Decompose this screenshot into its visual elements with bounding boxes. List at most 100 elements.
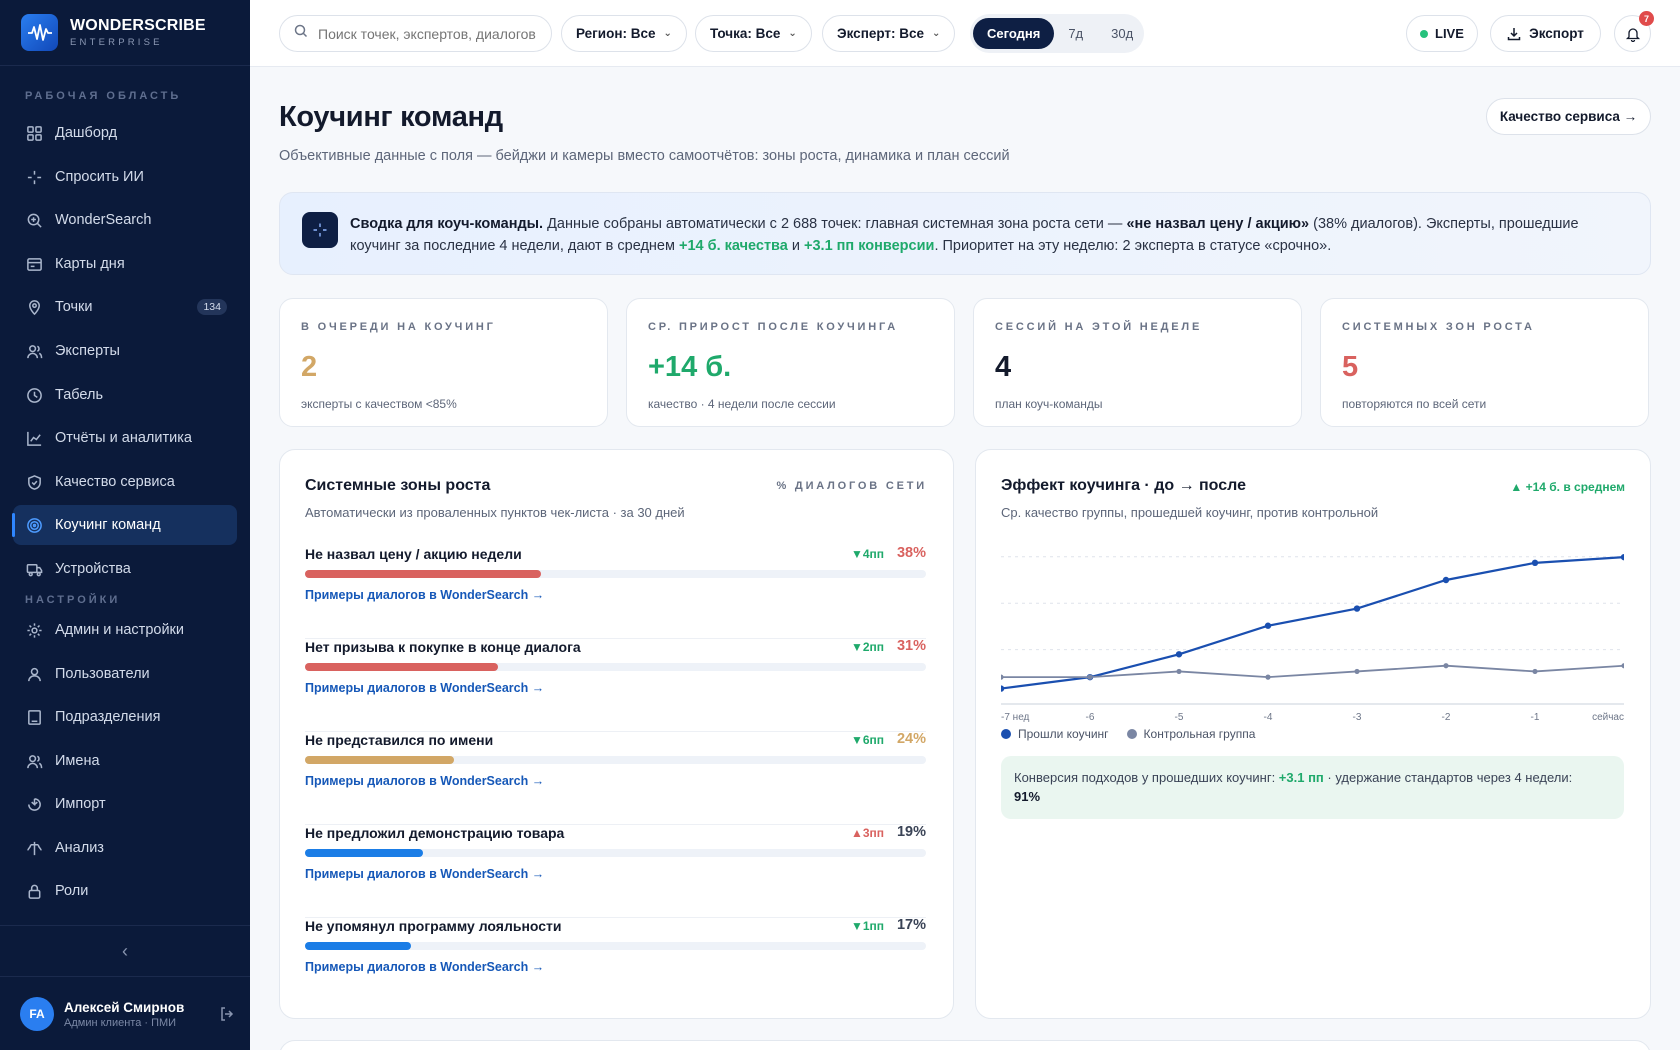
sidebar-item-day-cards[interactable]: Карты дня	[13, 244, 237, 284]
grid-icon	[25, 124, 43, 142]
summary-text1: Данные собраны автоматически с 2 688 точ…	[543, 216, 1127, 232]
region-filter[interactable]: Регион: Все ⌄	[561, 15, 687, 52]
data-point	[1442, 576, 1450, 584]
zone-delta: ▼1пп	[850, 919, 884, 933]
legend-label: Прошли коучинг	[1018, 727, 1109, 741]
kpi-label: СЕССИЙ НА ЭТОЙ НЕДЕЛЕ	[995, 321, 1203, 333]
x-tick-label: -1	[1531, 712, 1540, 723]
search-input[interactable]	[318, 25, 538, 42]
brand[interactable]: WONDERSCRIBE ENTERPRISE	[0, 0, 250, 66]
x-tick-label: -6	[1086, 712, 1095, 723]
wondersearch-examples-link[interactable]: Примеры диалогов в WonderSearch →	[305, 681, 545, 695]
zone-name: Нет призыва к покупке в конце диалога	[305, 639, 581, 655]
x-tick-label: -7 нед	[1001, 712, 1030, 723]
wondersearch-examples-link[interactable]: Примеры диалогов в WonderSearch →	[305, 960, 545, 974]
notifications-button[interactable]: 7	[1614, 11, 1654, 52]
sidebar-item-names[interactable]: Имена	[13, 741, 237, 781]
conv-retention: 91%	[1014, 789, 1041, 804]
search-box[interactable]	[279, 15, 552, 52]
wondersearch-examples-link[interactable]: Примеры диалогов в WonderSearch →	[305, 774, 545, 788]
section-label-workspace: РАБОЧАЯ ОБЛАСТЬ	[25, 90, 182, 102]
user-profile[interactable]: FA Алексей Смирнов Админ клиента · ПМИ	[20, 997, 235, 1031]
clock-icon	[25, 386, 43, 404]
zone-name: Не предложил демонстрацию товара	[305, 825, 565, 841]
data-point	[1621, 663, 1624, 669]
data-point	[1176, 668, 1182, 675]
zone-bar-fill	[305, 849, 423, 857]
growth-zone-row: Не предложил демонстрацию товара ▲3пп 19% П…	[305, 824, 926, 918]
sparkle-icon	[302, 212, 338, 248]
zone-percent: 31%	[896, 638, 926, 654]
sidebar-item-label: Подразделения	[55, 709, 161, 725]
service-quality-button[interactable]: Качество сервиса →	[1486, 98, 1651, 135]
kpi-sub: эксперты с качеством <85%	[301, 397, 457, 411]
import-icon	[25, 795, 43, 813]
zone-name: Не представился по имени	[305, 732, 494, 748]
expert-filter[interactable]: Эксперт: Все ⌄	[822, 15, 956, 52]
kpi-system-zones: СИСТЕМНЫХ ЗОН РОСТА 5 повторяются по все…	[1320, 298, 1649, 427]
sidebar-item-ask-ai[interactable]: Спросить ИИ	[13, 157, 237, 197]
coaching-effect-chart: -7 нед -6 -5 -4 -3 -2 -1 сейчас	[1001, 553, 1624, 723]
kpi-sessions-week: СЕССИЙ НА ЭТОЙ НЕДЕЛЕ 4 план коуч-команд…	[973, 298, 1302, 427]
sidebar-item-devices[interactable]: Устройства	[13, 549, 237, 589]
sidebar-item-users[interactable]: Пользователи	[13, 654, 237, 694]
search-icon	[294, 24, 308, 43]
sidebar-item-label: Админ и настройки	[55, 622, 184, 638]
sidebar-item-label: Роли	[55, 883, 89, 899]
legend-dot-icon	[1001, 729, 1011, 739]
sidebar-item-team-coaching[interactable]: Коучинг команд	[12, 505, 237, 545]
sidebar-item-service-quality[interactable]: Качество сервиса	[13, 462, 237, 502]
wondersearch-examples-link[interactable]: Примеры диалогов в WonderSearch →	[305, 588, 545, 602]
period-today[interactable]: Сегодня	[973, 18, 1055, 49]
wondersearch-examples-link[interactable]: Примеры диалогов в WonderSearch →	[305, 867, 545, 881]
zone-bar-fill	[305, 570, 541, 578]
legend-item-control: Контрольная группа	[1126, 727, 1255, 741]
user-icon	[25, 665, 43, 683]
sidebar: WONDERSCRIBE ENTERPRISE РАБОЧАЯ ОБЛАСТЬ …	[0, 0, 250, 1050]
zone-percent: 19%	[896, 824, 926, 840]
page-title: Коучинг команд	[279, 101, 503, 133]
pin-icon	[25, 298, 43, 316]
sidebar-item-departments[interactable]: Подразделения	[13, 697, 237, 737]
sidebar-item-analysis[interactable]: Анализ	[13, 828, 237, 868]
sidebar-item-label: Качество сервиса	[55, 474, 175, 490]
summary-zone: «не назвал цену / акцию»	[1126, 216, 1310, 232]
sidebar-item-wondersearch[interactable]: WonderSearch	[13, 200, 237, 240]
sparkle-icon	[25, 168, 43, 186]
period-30d[interactable]: 30д	[1111, 26, 1134, 41]
kpi-label: СР. ПРИРОСТ ПОСЛЕ КОУЧИНГА	[648, 321, 899, 333]
sidebar-collapse-button[interactable]: ‹	[0, 925, 250, 977]
logout-icon[interactable]	[219, 1006, 235, 1022]
export-button[interactable]: Экспорт	[1490, 15, 1601, 52]
live-button[interactable]: LIVE	[1406, 15, 1478, 52]
kpi-value: 5	[1342, 351, 1359, 383]
growth-zone-row: Не упомянул программу лояльности ▼1пп 17% П…	[305, 917, 926, 1011]
kpi-sub: повторяются по всей сети	[1342, 397, 1487, 411]
kpi-sub: план коуч-команды	[995, 397, 1103, 411]
logo-icon	[21, 14, 58, 51]
coaching-effect-card: Эффект коучинга · до → после Ср. качеств…	[975, 449, 1651, 1019]
sidebar-item-label: Спросить ИИ	[55, 169, 144, 185]
sidebar-item-label: Отчёты и аналитика	[55, 430, 192, 446]
sidebar-item-timesheet[interactable]: Табель	[13, 375, 237, 415]
period-7d[interactable]: 7д	[1068, 26, 1084, 41]
summary-text: Сводка для коуч-команды. Данные собраны …	[350, 213, 1630, 257]
sidebar-item-points[interactable]: Точки 134	[13, 287, 237, 327]
building-icon	[25, 708, 43, 726]
sidebar-item-roles[interactable]: Роли	[13, 871, 237, 911]
kpi-sub: качество · 4 недели после сессии	[648, 397, 836, 411]
data-point	[1087, 674, 1093, 680]
chevron-down-icon: ⌄	[663, 28, 672, 39]
point-filter[interactable]: Точка: Все ⌄	[695, 15, 812, 52]
download-icon	[1507, 27, 1521, 41]
sidebar-item-experts[interactable]: Эксперты	[13, 331, 237, 371]
sidebar-item-admin[interactable]: Админ и настройки	[13, 610, 237, 650]
data-point	[1264, 622, 1272, 629]
sidebar-item-dashboard[interactable]: Дашборд	[13, 113, 237, 153]
sidebar-item-label: Импорт	[55, 796, 106, 812]
live-label: LIVE	[1435, 26, 1464, 41]
brand-sub: ENTERPRISE	[70, 37, 163, 48]
sidebar-item-reports[interactable]: Отчёты и аналитика	[13, 418, 237, 458]
card-subtitle: Ср. качество группы, прошедшей коучинг, …	[1001, 505, 1379, 520]
sidebar-item-import[interactable]: Импорт	[13, 784, 237, 824]
